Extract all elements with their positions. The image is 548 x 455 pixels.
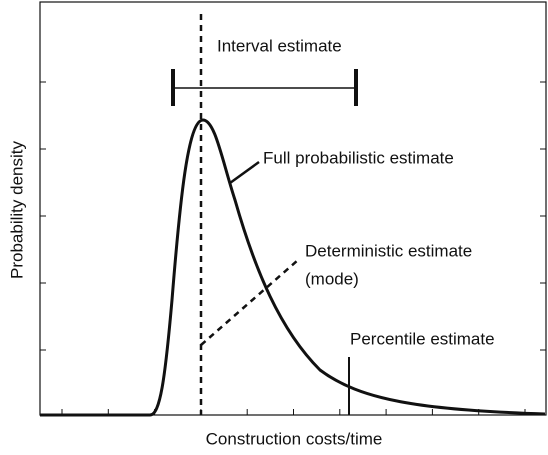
- plot-frame: [39, 1, 547, 416]
- leader-line: [200, 259, 299, 346]
- x-axis-label: Construction costs/time: [206, 429, 383, 448]
- axes-frame: [39, 1, 547, 416]
- annotation: Interval estimate: [217, 36, 342, 55]
- annotation: Full probabilistic estimate: [263, 148, 454, 167]
- annotation: Percentile estimate: [350, 329, 495, 348]
- y-axis-label: Probability density: [7, 141, 26, 279]
- annotation: (mode): [305, 269, 359, 288]
- annotation: Deterministic estimate: [305, 241, 472, 260]
- leader-line: [229, 160, 260, 185]
- interval-bar: [171, 69, 358, 106]
- density-curve: [40, 118, 546, 417]
